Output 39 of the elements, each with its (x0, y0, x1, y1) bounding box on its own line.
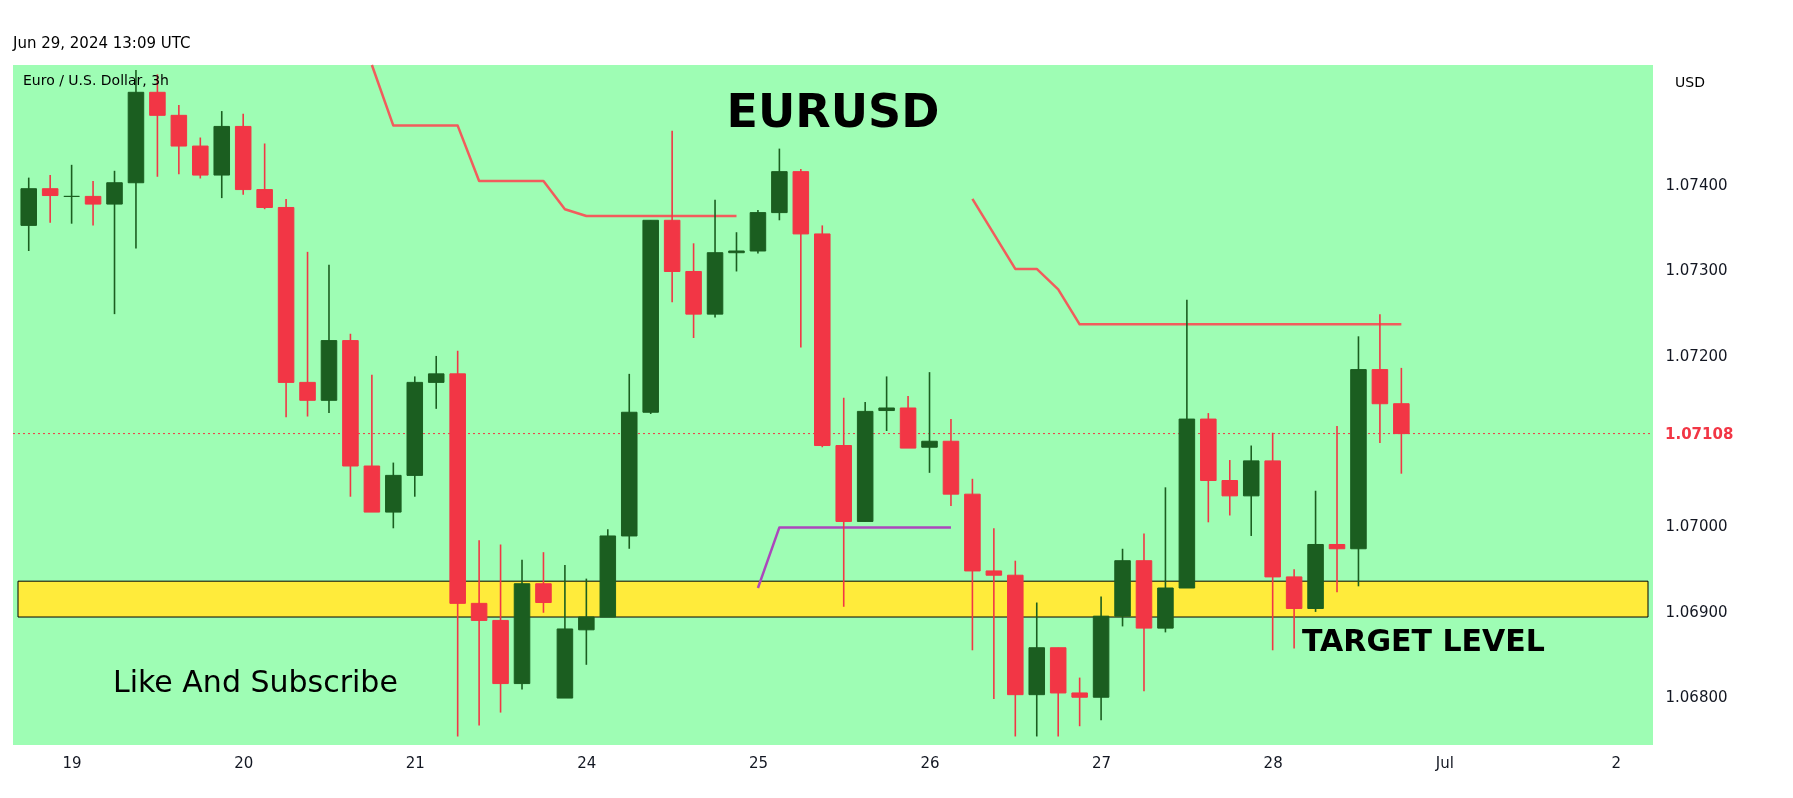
candlestick (1071, 676, 1088, 728)
y-axis-title: USD (1675, 74, 1705, 90)
x-tick-label: 2 (1611, 753, 1622, 772)
x-tick-label: 21 (405, 753, 425, 772)
x-tick-label: Jul (1434, 753, 1454, 772)
candlestick (63, 164, 80, 225)
candlestick (728, 231, 745, 273)
x-tick-label: 28 (1263, 753, 1283, 772)
candlestick (106, 170, 123, 315)
candlestick (470, 539, 488, 727)
x-tick-label: 27 (1092, 753, 1112, 772)
y-tick-label: 1.07000 (1665, 517, 1728, 536)
y-tick-label: 1.06900 (1665, 602, 1728, 621)
candlestick (578, 577, 595, 666)
candlestick (985, 527, 1003, 700)
candlestick (921, 371, 938, 474)
band-label: TARGET LEVEL (1301, 623, 1545, 659)
annotation: Like And Subscribe (113, 664, 398, 699)
x-tick-label: 24 (577, 753, 597, 772)
candlestick (256, 142, 273, 210)
candlestick (535, 551, 552, 614)
chart-title: EURUSD (726, 84, 940, 138)
x-tick-label: 19 (62, 753, 82, 772)
candlestick (299, 251, 316, 418)
candlestick (427, 355, 445, 410)
candlestick (41, 174, 59, 224)
y-tick-label: 1.06800 (1665, 687, 1728, 706)
y-tick-label: 1.07300 (1665, 261, 1728, 280)
candlestick (878, 375, 895, 432)
ref-line-label: 1.07108 (1665, 424, 1734, 443)
x-tick-label: 26 (920, 753, 940, 772)
candlestick (149, 73, 166, 178)
x-tick-label: 25 (748, 753, 768, 772)
x-tick-label: 20 (234, 753, 254, 772)
y-tick-label: 1.07400 (1665, 175, 1728, 194)
text: Jun 29, 2024 13:09 UTC (12, 34, 191, 52)
candlestick (1221, 459, 1239, 517)
candlestick (84, 180, 102, 227)
y-tick-label: 1.07200 (1665, 346, 1728, 365)
